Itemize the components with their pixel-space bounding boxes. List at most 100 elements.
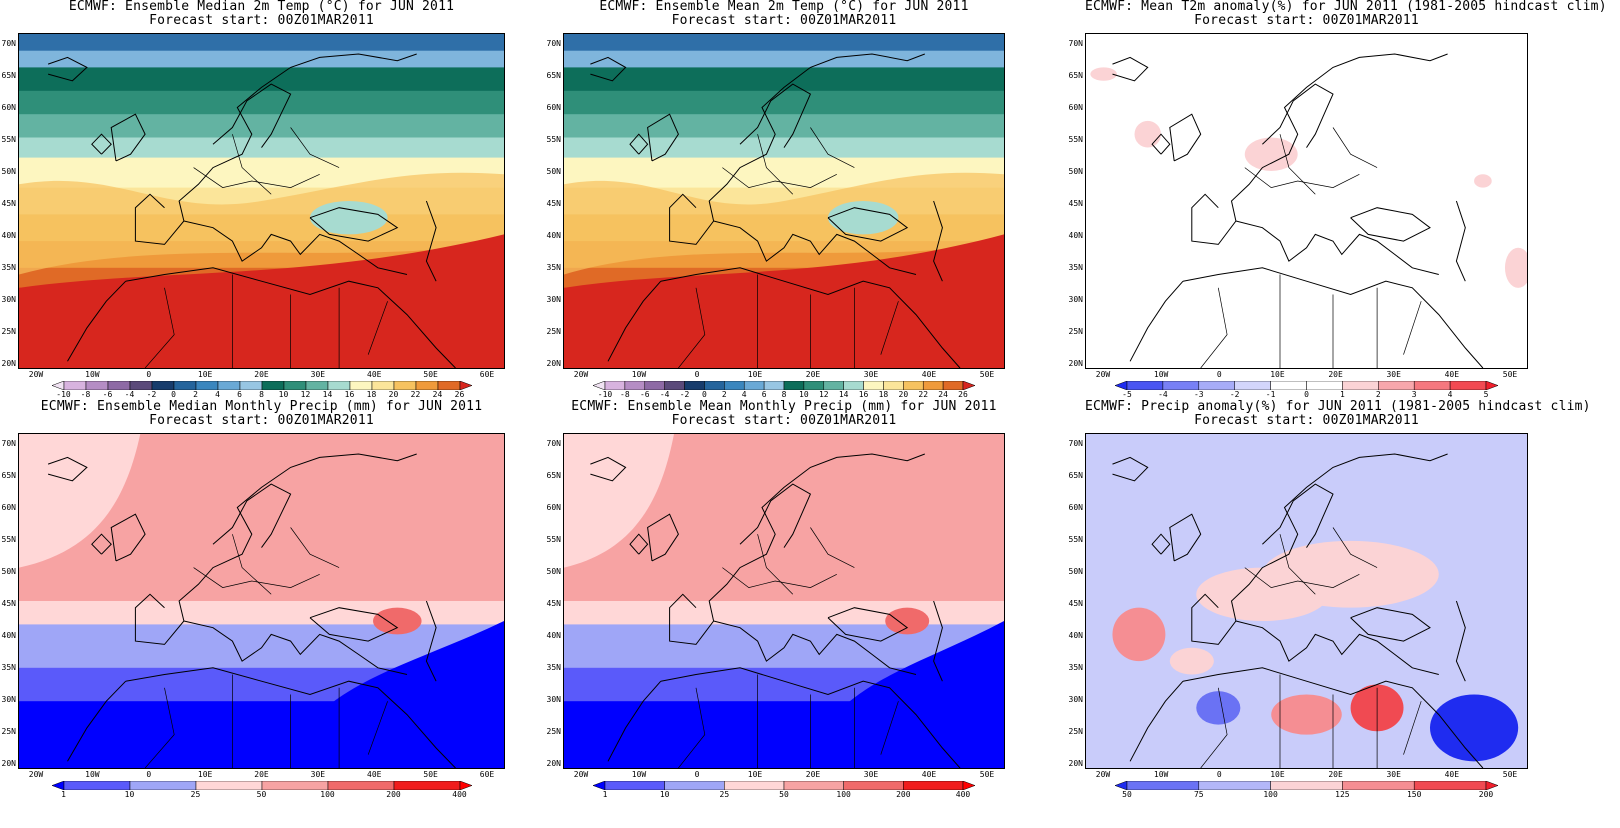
lat-label: 50N bbox=[546, 167, 561, 176]
lat-label: 70N bbox=[1, 39, 16, 48]
lon-label: 0 bbox=[1216, 770, 1222, 779]
lon-label: 20E bbox=[254, 770, 269, 779]
colorbar-label: -8 bbox=[620, 390, 630, 399]
lat-label: 70N bbox=[1068, 39, 1083, 48]
colorbar-label: 18 bbox=[366, 390, 377, 399]
map-panel-4: ECMWF: Ensemble Median Monthly Precip (m… bbox=[0, 400, 505, 800]
colorbar-label: 22 bbox=[410, 390, 421, 399]
lat-label: 35N bbox=[546, 663, 561, 672]
colorbar-label: 24 bbox=[432, 390, 443, 399]
colorbar-label: 6 bbox=[761, 390, 767, 399]
lon-label: 20W bbox=[1095, 770, 1111, 779]
colorbar-label: 50 bbox=[256, 790, 267, 799]
lat-label: 55N bbox=[546, 135, 561, 144]
lat-label: 55N bbox=[1, 535, 16, 544]
lon-label: 10E bbox=[197, 770, 213, 779]
lat-label: 40N bbox=[546, 231, 561, 240]
colorbar-label: 10 bbox=[799, 390, 809, 399]
colorbar-label: 22 bbox=[918, 390, 929, 399]
colorbar-label: 8 bbox=[259, 390, 264, 399]
colorbar-label: 2 bbox=[721, 390, 727, 399]
lon-label: 0 bbox=[146, 770, 152, 779]
lat-label: 40N bbox=[1, 631, 16, 640]
lon-label: 20W bbox=[573, 770, 589, 779]
lat-label: 55N bbox=[1068, 135, 1083, 144]
lon-label: 10E bbox=[747, 770, 763, 779]
map-panel-1: ECMWF: Ensemble Median 2m Temp (°C) for … bbox=[0, 0, 505, 400]
map-frame bbox=[1085, 433, 1528, 769]
contour-field bbox=[1086, 434, 1527, 768]
colorbar-label: 100 bbox=[320, 790, 335, 799]
lon-label: 60E bbox=[479, 770, 495, 779]
lon-label: 0 bbox=[1216, 370, 1222, 379]
lon-label: 10E bbox=[747, 370, 763, 379]
lat-label: 25N bbox=[1, 727, 16, 736]
colorbar-label: 1 bbox=[61, 790, 66, 799]
colorbar-label: -5 bbox=[1122, 390, 1132, 399]
contour-field bbox=[19, 34, 504, 368]
lon-label: 10E bbox=[197, 370, 213, 379]
lon-label: 10W bbox=[1153, 770, 1169, 779]
forecast-start-label: Forecast start: 00Z01MAR2011 bbox=[1194, 413, 1419, 428]
colorbar bbox=[51, 781, 472, 790]
map-panel-5: ECMWF: Ensemble Mean Monthly Precip (mm)… bbox=[545, 400, 1005, 800]
colorbar-label: 0 bbox=[702, 390, 707, 399]
colorbar-label: 10 bbox=[278, 390, 289, 399]
map-frame bbox=[18, 33, 505, 369]
colorbar-label: 50 bbox=[1122, 790, 1132, 799]
lat-label: 35N bbox=[1, 263, 16, 272]
colorbar-label: 10 bbox=[659, 790, 670, 799]
lat-label: 70N bbox=[546, 39, 561, 48]
lat-label: 50N bbox=[1, 567, 16, 576]
colorbar-label: 8 bbox=[781, 390, 787, 399]
lat-label: 50N bbox=[546, 567, 561, 576]
lon-label: 20E bbox=[1328, 370, 1343, 379]
lon-label: 30E bbox=[310, 770, 326, 779]
lon-label: 50E bbox=[979, 370, 995, 379]
colorbar-label: 26 bbox=[454, 390, 465, 399]
lon-label: 10W bbox=[631, 770, 647, 779]
lat-label: 65N bbox=[1, 471, 16, 480]
colorbar-label: -8 bbox=[80, 390, 91, 399]
colorbar-label: 4 bbox=[1447, 390, 1453, 399]
lon-label: 40E bbox=[921, 370, 937, 379]
lon-label: 20W bbox=[1095, 370, 1111, 379]
colorbar-label: -4 bbox=[659, 390, 670, 399]
lon-label: 50E bbox=[1502, 770, 1518, 779]
colorbar-label: 200 bbox=[896, 790, 911, 799]
forecast-start-label: Forecast start: 00Z01MAR2011 bbox=[1194, 13, 1419, 28]
lat-label: 25N bbox=[1, 327, 16, 336]
colorbar-label: 50 bbox=[779, 790, 789, 799]
map-title: ECMWF: Mean T2m anomaly(%) for JUN 2011 … bbox=[1085, 0, 1607, 14]
map-title: ECMWF: Ensemble Median 2m Temp (°C) for … bbox=[68, 0, 455, 14]
lon-label: 60E bbox=[479, 370, 495, 379]
forecast-start-label: Forecast start: 00Z01MAR2011 bbox=[149, 13, 374, 28]
lat-label: 55N bbox=[546, 535, 561, 544]
colorbar-label: 400 bbox=[452, 790, 467, 799]
forecast-start-label: Forecast start: 00Z01MAR2011 bbox=[671, 413, 897, 428]
lat-label: 45N bbox=[546, 199, 561, 208]
lat-label: 60N bbox=[1, 503, 16, 512]
lon-label: 30E bbox=[863, 770, 879, 779]
colorbar-label: 12 bbox=[300, 390, 311, 399]
lat-label: 60N bbox=[546, 103, 561, 112]
lat-label: 30N bbox=[1, 695, 16, 704]
lat-label: 65N bbox=[1068, 71, 1083, 80]
colorbar-label: 4 bbox=[741, 390, 747, 399]
colorbar bbox=[51, 381, 472, 390]
lat-label: 60N bbox=[1, 103, 16, 112]
lat-label: 40N bbox=[1068, 631, 1083, 640]
lat-label: 60N bbox=[546, 503, 561, 512]
lon-label: 50E bbox=[423, 370, 438, 379]
colorbar-label: 14 bbox=[838, 390, 849, 399]
contour-field bbox=[564, 434, 1004, 768]
lon-label: 30E bbox=[1386, 770, 1401, 779]
colorbar-label: 16 bbox=[858, 390, 869, 399]
map-title: ECMWF: Precip anomaly(%) for JUN 2011 (1… bbox=[1085, 399, 1591, 414]
lon-label: 10W bbox=[631, 370, 647, 379]
colorbar-label: -2 bbox=[679, 390, 690, 399]
lat-label: 20N bbox=[1, 359, 16, 368]
colorbar-label: 20 bbox=[388, 390, 399, 399]
lat-label: 30N bbox=[1, 295, 16, 304]
colorbar-label: -3 bbox=[1193, 390, 1204, 399]
